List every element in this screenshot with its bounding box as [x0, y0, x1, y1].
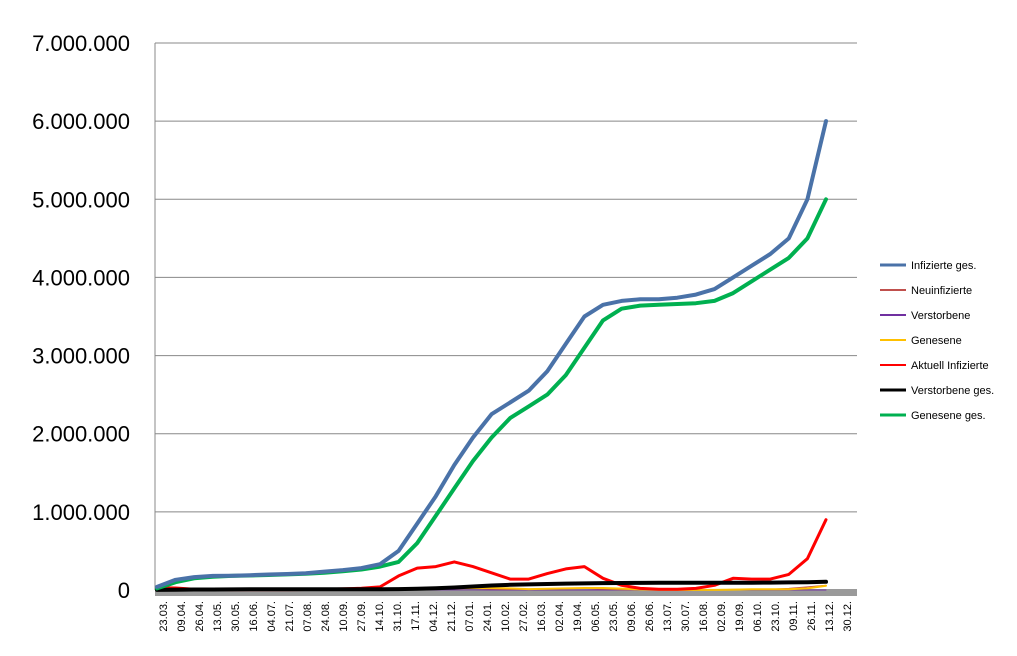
x-axis-band: [155, 589, 857, 596]
x-tick-label: 30.12.: [842, 601, 854, 632]
x-tick-label: 26.11.: [806, 601, 818, 631]
gridlines: [155, 42, 857, 513]
x-tick-label: 24.01.: [482, 601, 494, 632]
legend-label: Infizierte ges.: [911, 260, 976, 272]
x-tick-label: 26.06.: [644, 601, 656, 632]
x-tick-label: 06.05.: [590, 601, 602, 632]
x-tick-label: 07.01.: [464, 601, 476, 632]
y-tick-label: 5.000.000: [32, 187, 130, 212]
x-tick-label: 02.04.: [554, 601, 566, 632]
x-tick-label: 04.12.: [428, 601, 440, 632]
x-tick-label: 19.09.: [734, 601, 746, 632]
x-axis: 23.03. 09.04. 26.04. 13.05. 30.05. 16.06. 04.0…: [154, 43, 857, 632]
x-tick-label: 02.09.: [716, 601, 728, 632]
x-tick-label: 10.09.: [338, 601, 350, 632]
x-tick-label: 27.09.: [356, 601, 368, 632]
x-tick-label: 23.10.: [770, 601, 782, 632]
x-tick-label: 09.06.: [626, 601, 638, 632]
series-line-genesene-ges-: [155, 197, 828, 591]
legend-label: Aktuell Infizierte: [911, 360, 989, 372]
x-tick-label: 30.05.: [230, 601, 242, 632]
x-tick-label: 23.03.: [158, 601, 170, 632]
legend-label: Genesene: [911, 335, 962, 347]
x-tick-label: 16.03.: [536, 601, 548, 632]
y-axis-ticks: 0 1.000.000 2.000.000 3.000.000 4.000.000 5.0…: [32, 31, 130, 603]
x-tick-label: 17.11.: [410, 601, 422, 631]
x-tick-label: 27.02.: [518, 601, 530, 632]
x-tick-label: 13.07.: [662, 601, 674, 632]
x-tick-label: 16.08.: [698, 601, 710, 632]
y-tick-label: 3.000.000: [32, 344, 130, 369]
series-line-aktuell-infizierte: [155, 518, 828, 592]
x-tick-label: 21.12.: [446, 601, 458, 632]
y-tick-label: 2.000.000: [32, 422, 130, 447]
legend-label: Verstorbene: [911, 310, 970, 322]
x-tick-label: 30.07.: [680, 601, 692, 632]
x-tick-label: 13.05.: [212, 601, 224, 632]
legend-label: Genesene ges.: [911, 410, 986, 422]
y-tick-label: 0: [118, 578, 130, 603]
y-tick-label: 1.000.000: [32, 500, 130, 525]
y-tick-label: 7.000.000: [32, 31, 130, 56]
x-tick-label: 09.11.: [788, 601, 800, 631]
x-tick-label: 06.10.: [752, 601, 764, 632]
x-tick-label: 10.02.: [500, 601, 512, 632]
series-line-infizierte-ges-: [155, 119, 828, 589]
y-tick-label: 6.000.000: [32, 109, 130, 134]
x-tick-label: 04.07.: [266, 601, 278, 632]
x-tick-label: 14.10.: [374, 601, 386, 632]
x-tick-label: 26.04.: [194, 601, 206, 632]
series-lines: [155, 119, 828, 592]
x-tick-label: 13.12.: [824, 601, 836, 632]
x-tick-label: 09.04.: [176, 601, 188, 632]
legend: Infizierte ges. Neuinfizierte Verstorbene G…: [880, 260, 994, 422]
x-tick-label: 31.10.: [392, 601, 404, 632]
x-tick-label: 23.05.: [608, 601, 620, 632]
legend-label: Neuinfizierte: [911, 285, 972, 297]
x-tick-label: 21.07.: [284, 601, 296, 632]
legend-label: Verstorbene ges.: [911, 385, 994, 397]
x-tick-label: 07.08.: [302, 601, 314, 632]
x-tick-label: 24.08.: [320, 601, 332, 632]
y-tick-label: 4.000.000: [32, 265, 130, 290]
series-line-verstorbene-ges-: [155, 579, 828, 592]
x-tick-label: 19.04.: [572, 601, 584, 632]
x-tick-label: 16.06.: [248, 601, 260, 632]
